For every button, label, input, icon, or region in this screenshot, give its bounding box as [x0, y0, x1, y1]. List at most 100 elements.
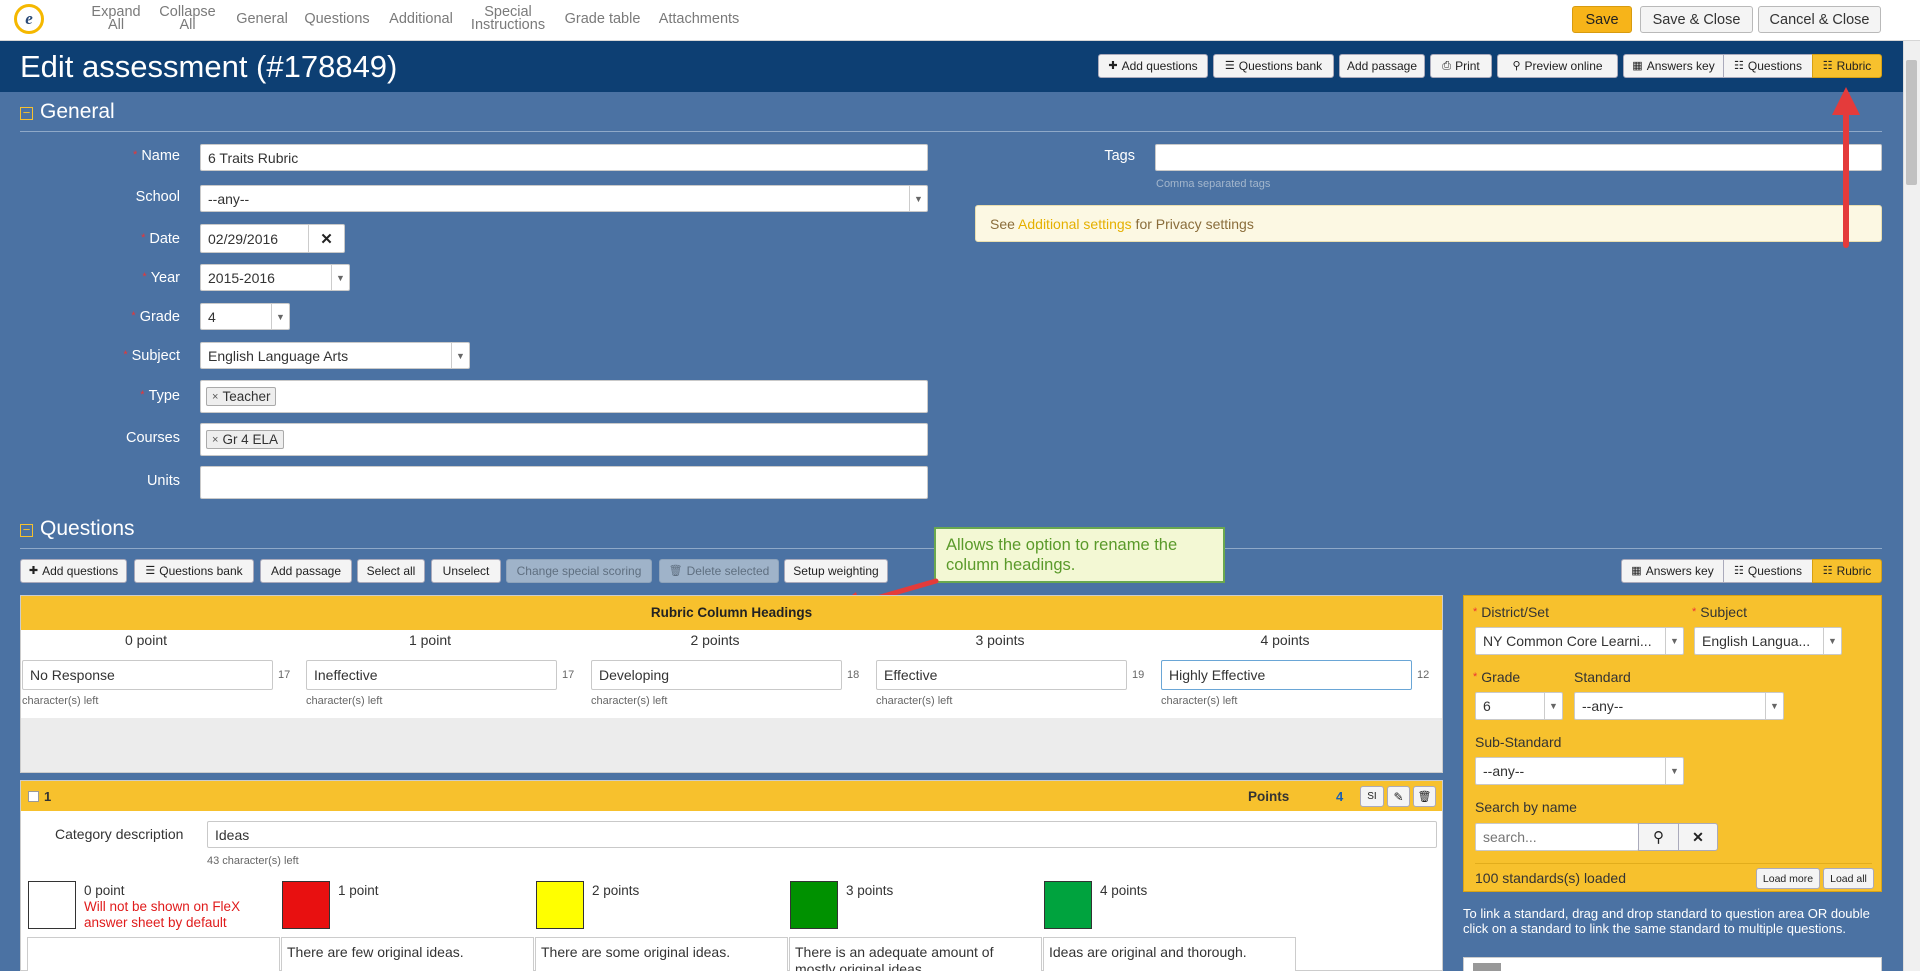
- change-special-scoring-button[interactable]: Change special scoring: [506, 559, 652, 583]
- level-description-input[interactable]: There are few original ideas.: [281, 937, 534, 971]
- level-description-input[interactable]: Ideas are original and thorough.: [1043, 937, 1296, 971]
- add-passage-button[interactable]: Add passage: [260, 559, 352, 583]
- privacy-notice: See Additional settings for Privacy sett…: [975, 205, 1882, 242]
- standard-select-value: --any--: [1582, 698, 1624, 714]
- general-section-heading[interactable]: − General: [20, 100, 115, 124]
- question-checkbox[interactable]: [28, 791, 39, 802]
- courses-tag-input[interactable]: × Gr 4 ELA: [200, 423, 928, 456]
- grade-select[interactable]: 4 ▼: [200, 303, 290, 330]
- level-color-swatch[interactable]: [1044, 881, 1092, 929]
- type-tag-input[interactable]: × Teacher: [200, 380, 928, 413]
- district-select[interactable]: NY Common Core Learni... ▼: [1475, 627, 1684, 655]
- remove-tag-icon[interactable]: ×: [212, 433, 219, 446]
- header-questions-bank-button[interactable]: ☰ Questions bank: [1213, 54, 1334, 78]
- rubric-view-button[interactable]: ☷ Rubric: [1812, 559, 1882, 583]
- rubric-column-remaining: 12: [1417, 669, 1430, 681]
- standards-grade-select[interactable]: 6 ▼: [1475, 692, 1563, 720]
- header-preview-online-button[interactable]: ⚲ Preview online: [1497, 54, 1618, 78]
- load-more-button[interactable]: Load more: [1756, 868, 1820, 889]
- header-rubric-button[interactable]: ☷ Rubric: [1812, 54, 1882, 78]
- rubric-column-heading-input[interactable]: No Response: [22, 660, 273, 690]
- search-icon: ⚲: [1512, 59, 1521, 72]
- year-select[interactable]: 2015-2016 ▼: [200, 264, 350, 291]
- rubric-headings-title: Rubric Column Headings: [21, 596, 1442, 630]
- unselect-button[interactable]: Unselect: [431, 559, 501, 583]
- category-description-input[interactable]: Ideas: [207, 821, 1437, 848]
- nav-special-instructions[interactable]: Special Instructions: [469, 5, 547, 33]
- header-questions-button[interactable]: ☷ Questions: [1723, 54, 1813, 78]
- standard-select[interactable]: --any-- ▼: [1574, 692, 1784, 720]
- standards-search-input[interactable]: [1475, 823, 1639, 851]
- questions-view-button[interactable]: ☷ Questions: [1723, 559, 1813, 583]
- rubric-column-heading-input[interactable]: Developing: [591, 660, 842, 690]
- category-description-label: Category description: [55, 826, 184, 842]
- scrollbar-thumb[interactable]: [1906, 60, 1917, 185]
- page-scrollbar[interactable]: [1903, 41, 1920, 971]
- rubric-column-chars-left: character(s) left: [22, 695, 99, 707]
- standards-subject-select[interactable]: English Langua... ▼: [1694, 627, 1842, 655]
- level-description-input[interactable]: There are some original ideas.: [535, 937, 788, 971]
- nav-grade-table[interactable]: Grade table: [564, 11, 641, 27]
- app-logo[interactable]: e: [14, 4, 44, 34]
- school-select[interactable]: --any-- ▼: [200, 185, 928, 212]
- standards-grade-label: * Grade: [1473, 669, 1520, 685]
- edit-question-button[interactable]: ✎: [1387, 786, 1410, 807]
- print-icon: ⎙: [1442, 59, 1452, 72]
- substandard-select[interactable]: --any-- ▼: [1475, 757, 1684, 785]
- additional-settings-link[interactable]: Additional settings: [1018, 216, 1132, 232]
- add-questions-button[interactable]: ✚ Add questions: [20, 559, 127, 583]
- setup-weighting-button[interactable]: Setup weighting: [784, 559, 888, 583]
- save-button[interactable]: Save: [1572, 6, 1632, 33]
- nav-general[interactable]: General: [236, 11, 288, 27]
- level-description-input[interactable]: There is an adequate amount of mostly or…: [789, 937, 1042, 971]
- answers-key-view-button[interactable]: ▦ Answers key: [1621, 559, 1724, 583]
- questions-section-heading[interactable]: − Questions: [20, 517, 135, 541]
- questions-bank-label: Questions bank: [159, 564, 243, 578]
- rubric-column-points: 1 point: [408, 632, 452, 648]
- units-input[interactable]: [200, 466, 928, 499]
- general-heading-label: General: [40, 100, 115, 123]
- date-input[interactable]: 02/29/2016 ✕: [200, 224, 345, 253]
- name-input[interactable]: 6 Traits Rubric: [200, 144, 928, 171]
- rubric-column-remaining: 17: [278, 669, 291, 681]
- special-instructions-button[interactable]: SI: [1360, 786, 1384, 807]
- level-color-swatch[interactable]: [28, 881, 76, 929]
- level-color-swatch[interactable]: [536, 881, 584, 929]
- plus-icon: ✚: [28, 564, 39, 577]
- nav-additional[interactable]: Additional: [389, 11, 453, 27]
- required-icon: *: [1692, 606, 1697, 618]
- delete-selected-button[interactable]: 🗑 Delete selected: [659, 559, 779, 583]
- standard-item-badge[interactable]: [1473, 963, 1501, 971]
- level-points-label: 2 points: [592, 883, 640, 898]
- standards-search-button[interactable]: ⚲: [1638, 823, 1679, 851]
- rubric-column-chars-left: character(s) left: [876, 695, 953, 707]
- questions-bank-button[interactable]: ☰ Questions bank: [134, 559, 254, 583]
- level-color-swatch[interactable]: [790, 881, 838, 929]
- annotation-arrow-up: [1832, 87, 1860, 248]
- nav-questions[interactable]: Questions: [304, 11, 370, 27]
- standards-clear-button[interactable]: ✕: [1678, 823, 1718, 851]
- cancel-close-button[interactable]: Cancel & Close: [1758, 6, 1881, 33]
- remove-tag-icon[interactable]: ×: [212, 390, 219, 403]
- tags-input[interactable]: [1155, 144, 1882, 171]
- save-close-button[interactable]: Save & Close: [1640, 6, 1753, 33]
- select-all-button[interactable]: Select all: [357, 559, 425, 583]
- year-label-text: Year: [150, 270, 180, 286]
- level-color-swatch[interactable]: [282, 881, 330, 929]
- clear-date-icon[interactable]: ✕: [308, 225, 344, 252]
- delete-question-button[interactable]: 🗑: [1413, 786, 1436, 807]
- header-add-passage-button[interactable]: Add passage: [1339, 54, 1425, 78]
- nav-collapse-all[interactable]: Collapse All: [155, 5, 220, 33]
- subject-select[interactable]: English Language Arts ▼: [200, 342, 470, 369]
- rubric-column-heading-input[interactable]: Effective: [876, 660, 1127, 690]
- rubric-column-heading-input[interactable]: Ineffective: [306, 660, 557, 690]
- load-all-button[interactable]: Load all: [1823, 868, 1874, 889]
- nav-attachments[interactable]: Attachments: [658, 11, 740, 27]
- level-description-input[interactable]: [27, 937, 280, 971]
- header-add-questions-button[interactable]: ✚ Add questions: [1098, 54, 1208, 78]
- header-answers-key-button[interactable]: ▦ Answers key: [1623, 54, 1724, 78]
- tags-label: Tags: [1104, 148, 1135, 164]
- header-print-button[interactable]: ⎙ Print: [1430, 54, 1492, 78]
- rubric-column-heading-input[interactable]: Highly Effective: [1161, 660, 1412, 690]
- nav-expand-all[interactable]: Expand All: [86, 5, 146, 33]
